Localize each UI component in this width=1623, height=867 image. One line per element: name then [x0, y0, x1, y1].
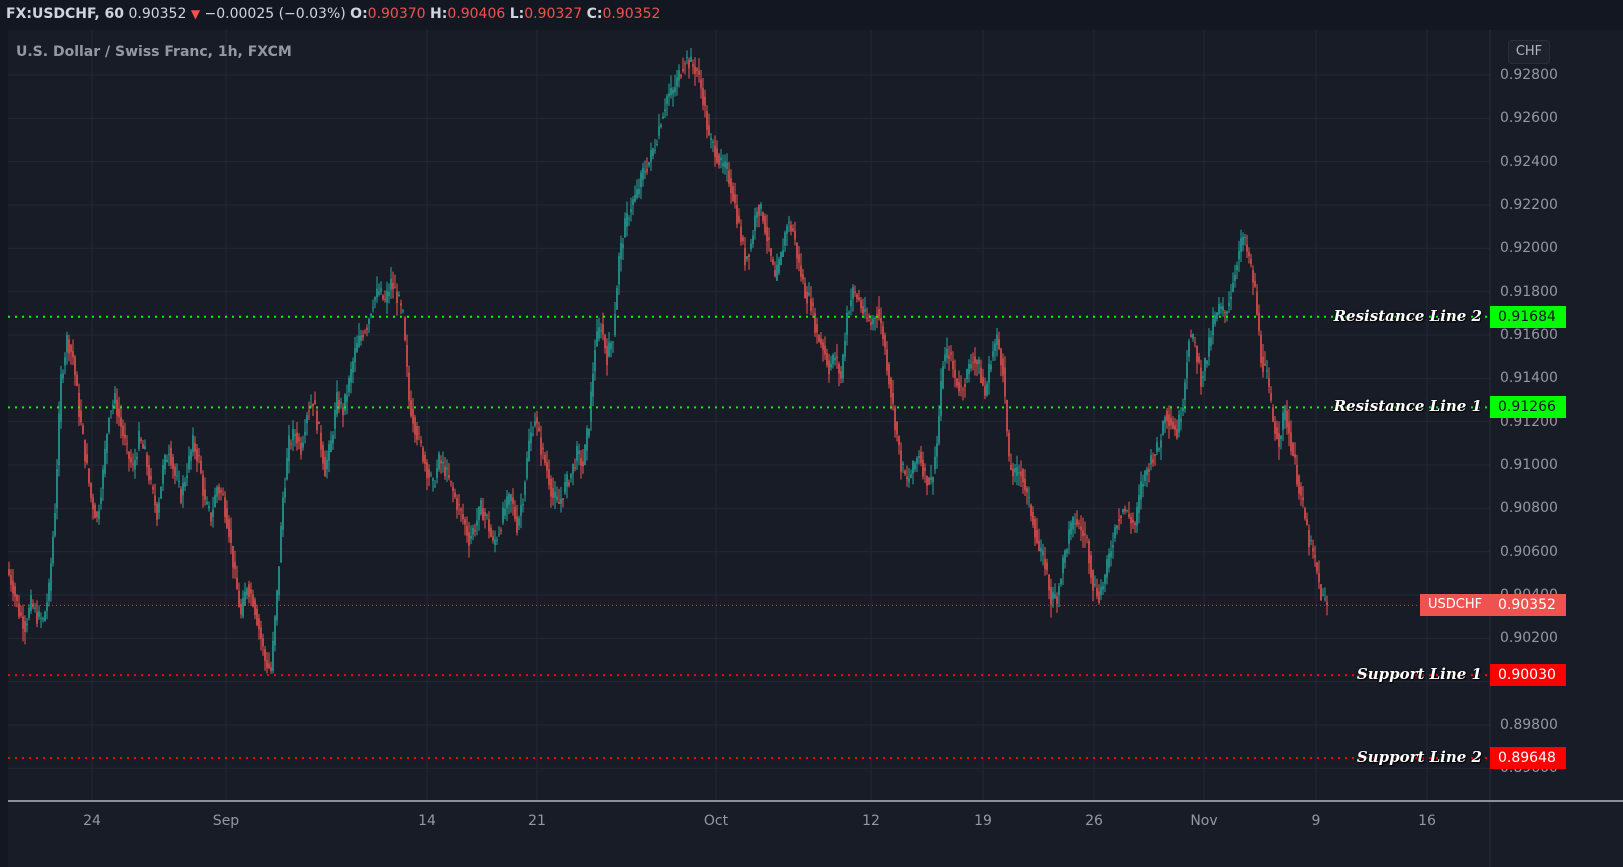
close-label: C: [586, 6, 603, 22]
price-tick: 0.89800 [1500, 717, 1558, 733]
time-tick: Sep [212, 813, 240, 829]
time-tick: 19 [974, 813, 992, 829]
price-tick: 0.92600 [1500, 110, 1558, 127]
time-tick: 24 [83, 813, 101, 829]
time-tick: Nov [1190, 813, 1218, 829]
close-value: 0.90352 [602, 6, 661, 22]
support-price-label: 0.90030 [1490, 664, 1566, 687]
price-tick: 0.92200 [1500, 197, 1558, 213]
low-value: 0.90327 [524, 6, 583, 22]
symbol-header: FX:USDCHF, 60 0.90352 ▼ −0.00025 (−0.03%… [0, 0, 1623, 28]
resistance-line-label[interactable]: Resistance Line 1 [1333, 397, 1482, 416]
chart-title: U.S. Dollar / Swiss Franc, 1h, FXCM [16, 44, 292, 60]
low-label: L: [509, 6, 525, 22]
price-tick: 0.90800 [1500, 500, 1558, 517]
time-tick: Oct [703, 813, 729, 829]
down-arrow-icon: ▼ [190, 7, 201, 21]
high-value: 0.90406 [447, 6, 506, 22]
resistance-price-label: 0.91266 [1490, 396, 1566, 419]
price-tick: 0.91800 [1500, 283, 1558, 300]
open-value: 0.90370 [367, 6, 426, 22]
chart-pane[interactable] [8, 30, 1623, 867]
symbol-name[interactable]: FX:USDCHF, 60 [6, 6, 125, 22]
last-price: 0.90352 [128, 6, 187, 22]
time-tick: 26 [1085, 813, 1103, 829]
time-tick: 14 [418, 813, 436, 829]
support-line-label[interactable]: Support Line 1 [1356, 665, 1482, 684]
resistance-line-label[interactable]: Resistance Line 2 [1333, 306, 1482, 325]
high-label: H: [430, 6, 448, 22]
symbol-price-tag: USDCHF [1420, 594, 1491, 616]
price-tick: 0.92400 [1500, 153, 1558, 170]
price-tick: 0.91400 [1500, 370, 1558, 387]
support-line-label[interactable]: Support Line 2 [1356, 747, 1482, 766]
price-tick: 0.92800 [1500, 67, 1558, 83]
last-price-label: 0.90352 [1490, 594, 1566, 616]
time-tick: 16 [1418, 813, 1436, 829]
price-tick: 0.91000 [1500, 457, 1558, 473]
time-tick: 21 [528, 813, 546, 829]
price-tick: 0.91600 [1500, 327, 1558, 343]
time-tick: 12 [862, 813, 880, 829]
resistance-price-label: 0.91684 [1490, 305, 1566, 328]
support-price-label: 0.89648 [1490, 746, 1566, 769]
price-tick: 0.90600 [1500, 543, 1558, 560]
time-tick: 9 [1311, 813, 1321, 829]
price-change: −0.00025 (−0.03%) [204, 6, 346, 22]
currency-button[interactable]: CHF [1508, 40, 1550, 64]
open-label: O: [350, 6, 368, 22]
price-tick: 0.90200 [1500, 630, 1558, 647]
price-tick: 0.92000 [1500, 240, 1558, 257]
